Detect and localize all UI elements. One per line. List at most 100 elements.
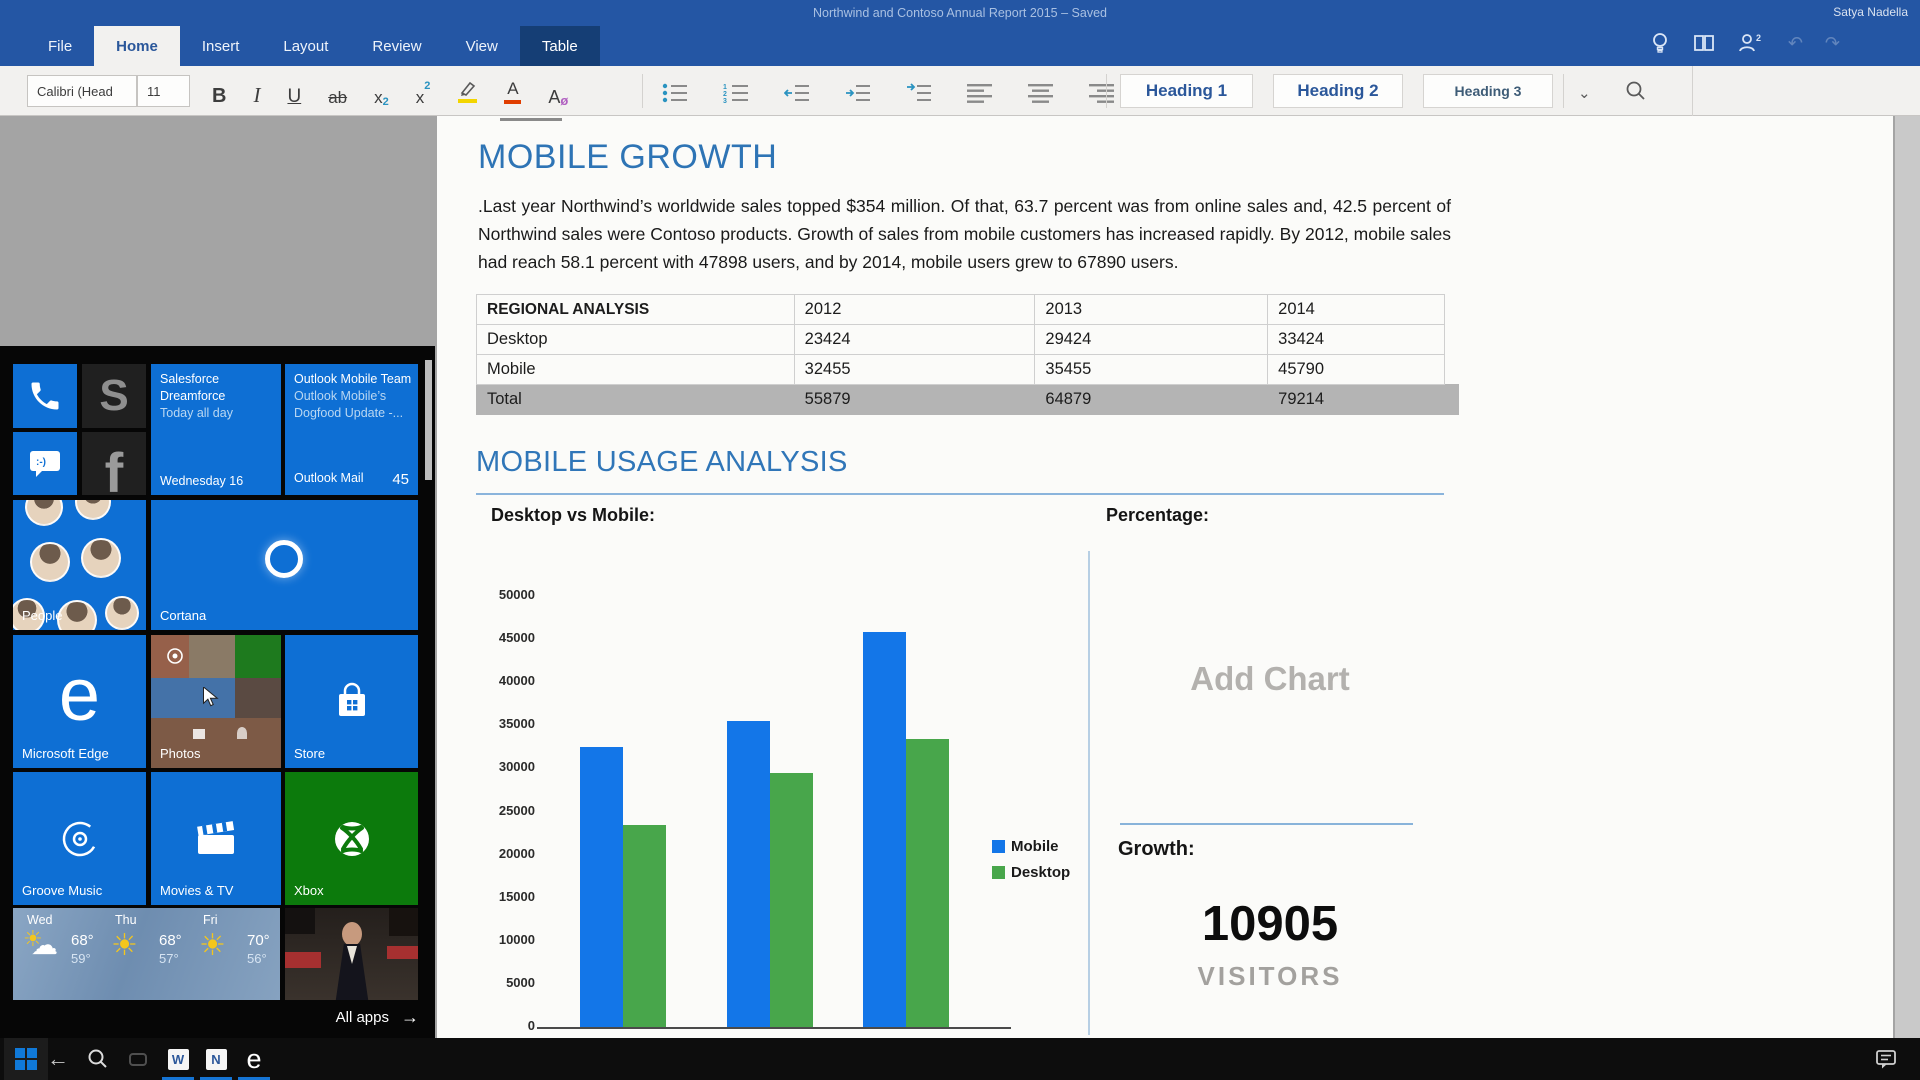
tab-insert[interactable]: Insert: [201, 37, 240, 55]
increase-indent-button[interactable]: [839, 78, 877, 108]
weather-high-temp: 68°: [71, 932, 94, 949]
tile-movies-tv[interactable]: Movies & TV: [151, 772, 281, 905]
tile-news[interactable]: [285, 908, 418, 1000]
chart-x-axis-line: [537, 1027, 1011, 1029]
tile-facebook[interactable]: f: [82, 432, 146, 495]
style-heading3[interactable]: Heading 3: [1423, 74, 1553, 108]
strikethrough-button[interactable]: ab: [328, 88, 348, 107]
table-cell: Desktop: [476, 324, 795, 355]
special-indent-button[interactable]: [900, 78, 938, 108]
tile-mail[interactable]: Outlook Mobile Team Outlook Mobile’s Dog…: [285, 364, 418, 495]
chart-title-label: Desktop vs Mobile:: [491, 505, 656, 525]
contact-avatar: [57, 600, 97, 630]
share-people-icon[interactable]: 2: [1738, 32, 1766, 54]
active-app-indicator: [200, 1077, 232, 1080]
skype-icon: S: [99, 371, 129, 420]
groove-music-icon: [62, 821, 97, 856]
titlebar-icons: 2 ↶ ↷: [1650, 32, 1840, 54]
tile-store[interactable]: Store: [285, 635, 418, 768]
align-left-button[interactable]: [961, 78, 999, 108]
undo-icon[interactable]: ↶: [1787, 32, 1803, 53]
tile-xbox[interactable]: Xbox: [285, 772, 418, 905]
decrease-indent-button[interactable]: [778, 78, 816, 108]
read-mode-book-icon[interactable]: [1692, 33, 1716, 53]
table-cell: 64879: [1034, 384, 1269, 415]
svg-text:2: 2: [1756, 33, 1761, 43]
taskbar-word-app[interactable]: W: [158, 1038, 198, 1080]
search-icon[interactable]: [1625, 80, 1647, 102]
font-size-input[interactable]: 11: [137, 75, 190, 107]
taskbar-office-app[interactable]: N: [196, 1038, 236, 1080]
document-page[interactable]: MOBILE GROWTH .Last year Northwind’s wor…: [437, 116, 1893, 1038]
font-color-button[interactable]: A: [504, 74, 522, 108]
bullet-list-button[interactable]: [656, 78, 694, 108]
tile-people[interactable]: People: [13, 500, 146, 630]
all-apps-button[interactable]: All apps →: [335, 1007, 419, 1027]
italic-button[interactable]: I: [253, 83, 261, 107]
taskbar-edge-app[interactable]: e: [234, 1038, 274, 1080]
tile-weather[interactable]: Wed ☀ ☁ 68° 59° Thu ☀ 68° 57° Fri ☀ 70° 56°: [13, 908, 280, 1000]
weather-day-thu: Thu ☀ 68° 57°: [105, 908, 191, 1000]
photo-glyph: [193, 729, 205, 739]
cursor-icon: [203, 687, 219, 707]
tab-file[interactable]: File: [48, 37, 73, 55]
table-cell: Mobile: [476, 354, 795, 385]
tab-home[interactable]: Home: [94, 26, 180, 66]
y-axis-tick-label: 35000: [498, 716, 535, 732]
redo-icon[interactable]: ↷: [1824, 32, 1840, 53]
action-center-button[interactable]: [1866, 1038, 1906, 1080]
start-button[interactable]: [4, 1038, 48, 1080]
highlighter-pen-icon: [461, 81, 476, 96]
growth-divider-line: [1120, 823, 1413, 825]
highlight-button[interactable]: [457, 74, 477, 108]
align-right-button[interactable]: [1083, 78, 1121, 108]
table-row: Total 55879 64879 79214: [476, 384, 1445, 415]
tile-cortana[interactable]: Cortana: [151, 500, 418, 630]
tile-phone[interactable]: [13, 364, 77, 428]
movies-clapperboard-icon: [197, 820, 235, 854]
tile-messaging[interactable]: :-): [13, 432, 77, 495]
section-heading: MOBILE USAGE ANALYSIS: [476, 446, 848, 478]
styles-chevron-down-icon[interactable]: ⌄: [1578, 85, 1591, 102]
font-name-input[interactable]: Calibri (Head: [27, 75, 137, 107]
align-center-button[interactable]: [1022, 78, 1060, 108]
sun-icon: ☀: [111, 929, 138, 962]
tile-photos[interactable]: Photos: [151, 635, 281, 768]
style-heading2[interactable]: Heading 2: [1273, 74, 1403, 108]
tile-skype[interactable]: S: [82, 364, 146, 428]
facebook-icon: f: [104, 441, 124, 495]
tile-groove-music[interactable]: Groove Music: [13, 772, 146, 905]
table-cell: 55879: [793, 384, 1036, 415]
regional-analysis-table[interactable]: REGIONAL ANALYSIS 2012 2013 2014 Desktop 2342…: [476, 294, 1445, 415]
clear-formatting-button[interactable]: A ø: [548, 87, 569, 108]
chart-legend: Mobile Desktop: [992, 838, 1070, 881]
tab-review[interactable]: Review: [372, 37, 422, 55]
tab-view[interactable]: View: [465, 37, 498, 55]
tile-calendar[interactable]: Salesforce Dreamforce Today all day Wedn…: [151, 364, 281, 495]
taskbar-search-button[interactable]: [78, 1038, 118, 1080]
start-menu-scrollbar[interactable]: [425, 360, 432, 480]
add-chart-placeholder[interactable]: Add Chart: [1190, 660, 1350, 697]
phone-icon: [31, 382, 59, 410]
tell-me-lightbulb-icon[interactable]: [1650, 32, 1670, 54]
action-center-icon: [1876, 1050, 1896, 1069]
tile-microsoft-edge[interactable]: e Microsoft Edge: [13, 635, 146, 768]
office-app-icon: N: [205, 1048, 227, 1070]
tab-table[interactable]: Table: [519, 26, 600, 66]
document-scrollbar[interactable]: [1895, 116, 1920, 1038]
style-heading1[interactable]: Heading 1: [1120, 74, 1253, 108]
underline-button[interactable]: U: [287, 86, 302, 107]
tab-layout[interactable]: Layout: [283, 37, 329, 55]
mail-unread-badge: 45: [392, 471, 409, 488]
table-row: Desktop 23424 29424 33424: [476, 324, 1445, 355]
back-button[interactable]: ←: [38, 1038, 78, 1080]
active-app-indicator: [162, 1077, 194, 1080]
task-view-button[interactable]: [118, 1038, 158, 1080]
legend-item-mobile: Mobile: [992, 838, 1070, 855]
bold-button[interactable]: B: [212, 85, 227, 107]
